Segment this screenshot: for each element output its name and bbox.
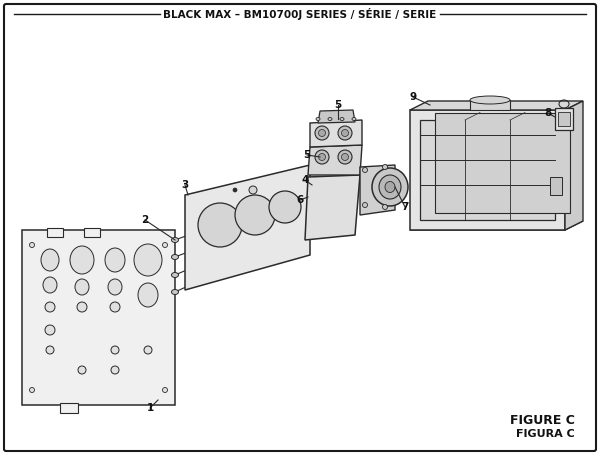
Ellipse shape (308, 228, 313, 232)
Polygon shape (360, 165, 395, 215)
Ellipse shape (379, 175, 401, 199)
Polygon shape (22, 230, 175, 405)
Ellipse shape (385, 182, 395, 192)
Text: 2: 2 (142, 215, 149, 225)
Ellipse shape (144, 346, 152, 354)
Ellipse shape (235, 195, 275, 235)
Ellipse shape (110, 302, 120, 312)
Polygon shape (308, 145, 362, 175)
Text: 5: 5 (334, 100, 341, 110)
Ellipse shape (269, 191, 301, 223)
Ellipse shape (111, 346, 119, 354)
Ellipse shape (105, 248, 125, 272)
Polygon shape (410, 110, 565, 230)
Text: 1: 1 (146, 403, 154, 413)
Ellipse shape (233, 188, 237, 192)
Ellipse shape (45, 302, 55, 312)
Ellipse shape (29, 388, 35, 393)
Bar (84, 228, 100, 237)
Ellipse shape (308, 188, 313, 192)
Polygon shape (410, 221, 583, 230)
Ellipse shape (316, 117, 320, 121)
Ellipse shape (78, 366, 86, 374)
Bar (47, 228, 63, 237)
Ellipse shape (172, 238, 179, 243)
Ellipse shape (315, 126, 329, 140)
Ellipse shape (41, 249, 59, 271)
Text: 7: 7 (401, 202, 409, 212)
Ellipse shape (46, 346, 54, 354)
Text: FIGURE C: FIGURE C (510, 414, 575, 427)
Ellipse shape (75, 279, 89, 295)
Ellipse shape (341, 153, 349, 161)
Text: BLACK MAX – BM10700J SERIES / SÉRIE / SERIE: BLACK MAX – BM10700J SERIES / SÉRIE / SE… (163, 8, 437, 20)
Ellipse shape (319, 153, 325, 161)
Polygon shape (185, 165, 310, 290)
Ellipse shape (45, 325, 55, 335)
Ellipse shape (198, 203, 242, 247)
Ellipse shape (77, 302, 87, 312)
Polygon shape (318, 110, 355, 123)
Ellipse shape (315, 150, 329, 164)
Text: 8: 8 (544, 108, 551, 118)
Ellipse shape (319, 130, 325, 136)
Ellipse shape (362, 202, 367, 207)
Ellipse shape (338, 126, 352, 140)
Ellipse shape (308, 203, 313, 207)
Ellipse shape (172, 254, 179, 259)
Ellipse shape (134, 244, 162, 276)
Ellipse shape (163, 388, 167, 393)
Ellipse shape (108, 279, 122, 295)
Ellipse shape (328, 117, 332, 121)
Text: 3: 3 (181, 180, 188, 190)
Polygon shape (410, 101, 583, 110)
Bar (558, 112, 570, 126)
Ellipse shape (70, 246, 94, 274)
Ellipse shape (163, 243, 167, 248)
Ellipse shape (341, 130, 349, 136)
Polygon shape (565, 101, 583, 230)
Ellipse shape (308, 215, 313, 219)
Text: 6: 6 (296, 195, 304, 205)
Bar (470, 100, 510, 110)
Text: 5: 5 (304, 150, 311, 160)
Polygon shape (435, 112, 570, 212)
Bar (555, 108, 573, 130)
Ellipse shape (111, 366, 119, 374)
Bar (550, 177, 562, 195)
Ellipse shape (352, 117, 356, 121)
Polygon shape (310, 120, 362, 147)
Text: 9: 9 (409, 92, 416, 102)
Ellipse shape (383, 204, 388, 209)
Ellipse shape (43, 277, 57, 293)
Polygon shape (420, 120, 555, 220)
Ellipse shape (172, 289, 179, 294)
Ellipse shape (138, 283, 158, 307)
Ellipse shape (362, 167, 367, 172)
Ellipse shape (372, 168, 408, 206)
Ellipse shape (338, 150, 352, 164)
Ellipse shape (249, 186, 257, 194)
Bar (60, 403, 78, 413)
Ellipse shape (340, 117, 344, 121)
Text: FIGURA C: FIGURA C (516, 429, 575, 439)
Text: 4: 4 (301, 175, 308, 185)
Ellipse shape (470, 96, 510, 104)
Polygon shape (305, 175, 360, 240)
Ellipse shape (383, 165, 388, 170)
Ellipse shape (172, 273, 179, 278)
Ellipse shape (29, 243, 35, 248)
